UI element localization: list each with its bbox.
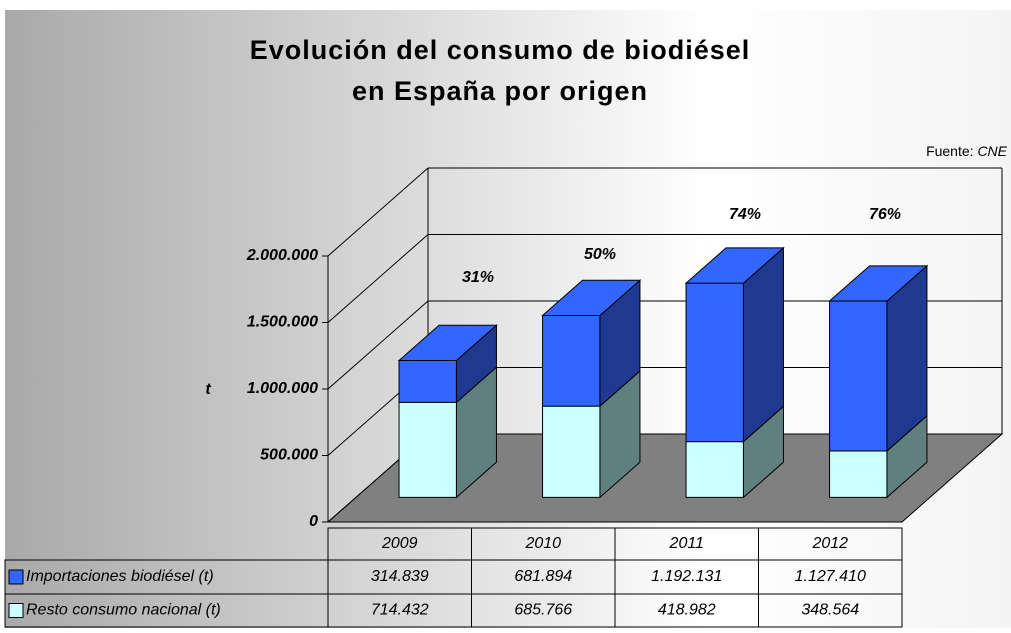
table-cell: [758, 593, 903, 628]
table-value: 348.564: [801, 602, 859, 619]
bar-top: [828, 265, 929, 302]
table-value: 1.192.131: [651, 568, 722, 585]
table-value: 681.894: [514, 568, 572, 585]
grid-line: [327, 167, 429, 257]
bar-top: [397, 324, 498, 361]
bar-segment: [398, 359, 457, 403]
legend-label: Importaciones biodiésel (t): [26, 568, 214, 585]
bar-top: [541, 279, 642, 316]
source-label: Fuente:: [926, 143, 973, 159]
annotation: 31%: [462, 269, 494, 286]
chart-title: Evolución del consumo de biodiésel: [250, 35, 751, 65]
y-tick-label: 0: [309, 513, 318, 530]
grid-line: [327, 234, 429, 323]
x-tick-label: 2009: [381, 535, 418, 552]
source: Fuente: CNE: [926, 143, 1008, 159]
legend-label: Resto consumo nacional (t): [26, 602, 221, 619]
legend-swatch: [8, 569, 24, 585]
table-value: 418.982: [658, 602, 716, 619]
bar-segment: [829, 450, 888, 498]
source-name: CNE: [977, 143, 1007, 159]
bar-segment: [829, 300, 888, 452]
y-axis-label: t: [205, 381, 211, 398]
y-tick-label: 1.000.000: [247, 380, 318, 397]
x-tick-label: 2010: [524, 535, 561, 552]
y-tick-label: 500.000: [260, 447, 318, 464]
y-tick-label: 2.000.000: [246, 247, 318, 264]
legend-swatch: [8, 603, 24, 618]
annotation: 76%: [869, 206, 901, 223]
table-value: 1.127.410: [795, 568, 866, 585]
annotation: 74%: [729, 206, 761, 223]
bar-segment: [542, 314, 601, 407]
chart-title: en España por origen: [352, 76, 648, 106]
table-value: 685.766: [514, 602, 572, 619]
bar-segment: [542, 405, 601, 498]
x-tick-label: 2011: [669, 535, 704, 552]
y-tick-label: 1.500.000: [247, 314, 318, 331]
bar-top: [684, 247, 785, 284]
table-value: 314.839: [371, 568, 429, 585]
grid-line: [327, 300, 429, 390]
annotation: 50%: [584, 246, 616, 263]
table-value: 714.432: [371, 602, 429, 619]
bar-segment: [398, 401, 457, 498]
x-tick-label: 2012: [811, 535, 848, 552]
bar-segment: [685, 282, 744, 443]
bar-segment: [685, 441, 744, 498]
